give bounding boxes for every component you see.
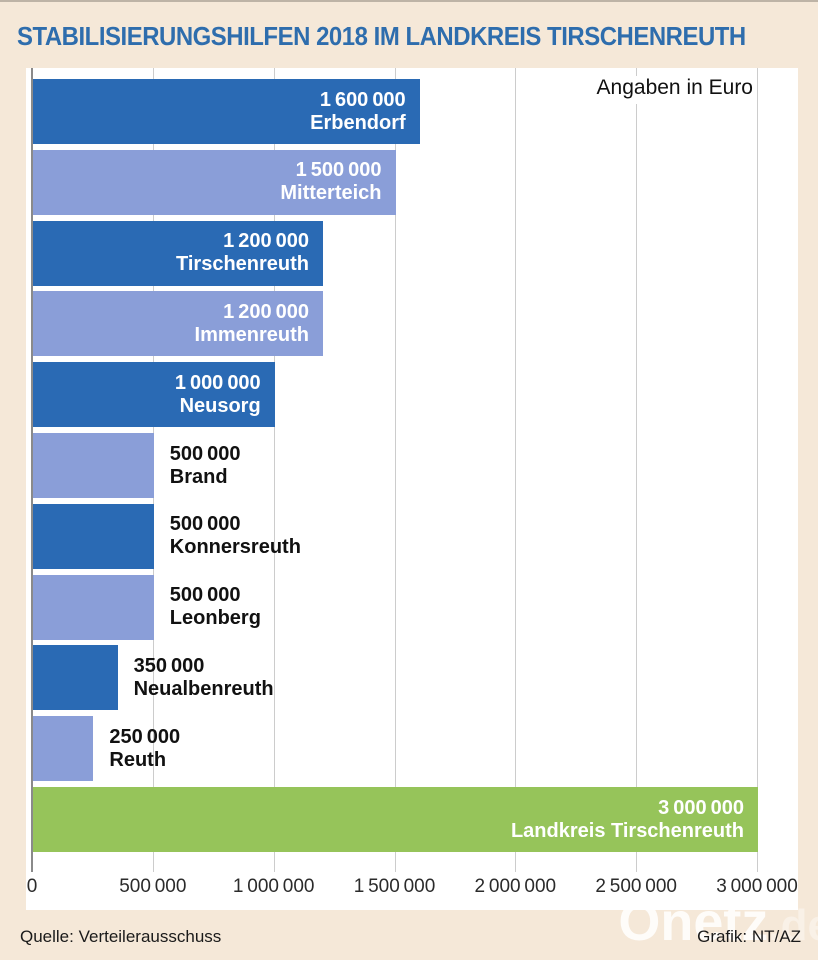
y-axis-line [31,68,33,872]
watermark-text: Onetz [618,892,769,952]
gridline [757,68,758,872]
bar-label: 500 000 Brand [170,433,241,498]
bar-label: 500 000 Konnersreuth [170,504,301,569]
graphic-credit: Grafik: NT/AZ [697,927,801,946]
gridline [273,68,275,872]
bar-label: 1 200 000 Tirschenreuth [33,230,323,276]
watermark-suffix: .de [768,901,818,950]
bar-category: Erbendorf [310,111,406,134]
bar-label: 1 600 000 Erbendorf [33,89,420,135]
bar-category: Leonberg [169,607,261,630]
bar-label: 350 000 Neualbenreuth [134,645,274,710]
bar-category: Konnersreuth [169,536,301,559]
bar-value: 1 200 000 [223,230,309,253]
chart-panel: Angaben in Euro 0 500 000 1 000 000 1 500 0… [26,68,798,910]
gridline [515,68,517,872]
source-credit: Quelle: Verteilerausschuss [20,927,222,946]
onetz-watermark: Onetz.de [618,891,818,953]
x-tick-label: 1 500 000 [353,876,436,897]
bar-category: Landkreis Tirschenreuth [510,819,744,842]
bar-value: 500 000 [169,513,241,536]
x-tick-label: 500 000 [119,876,187,897]
page-title: STABILISIERUNGSHILFEN 2018 IM LANDKREIS … [17,21,746,51]
bar-value: 350 000 [133,654,205,677]
bar-label: 1 000 000 Neusorg [33,372,275,418]
bar-value: 3 000 000 [658,796,744,819]
bar-category: Tirschenreuth [176,253,309,276]
bar-label: 1 200 000 Immenreuth [33,301,323,347]
bar-category: Immenreuth [194,323,309,346]
bar-value: 500 000 [169,442,241,465]
bar-value: 1 600 000 [319,88,406,111]
bar-label: 250 000 Reuth [109,716,180,781]
chart-note: Angaben in Euro [588,76,757,104]
x-tick-label: 3 000 000 [716,876,798,897]
bar-value: 1 500 000 [295,159,382,182]
bar-value: 1 000 000 [174,371,261,394]
x-tick-label: 2 000 000 [474,876,557,897]
x-tick-label: 2 500 000 [595,876,677,897]
bar-leonberg [33,574,154,640]
gridline [636,68,638,872]
x-tick-label: 0 [26,876,38,897]
bar-immenreuth: 1 200 000 Immenreuth [33,291,323,357]
bar-label: 3 000 000 Landkreis Tirschenreuth [33,797,758,843]
bar-landkreis-tirschenreuth: 3 000 000 Landkreis Tirschenreuth [33,787,758,852]
bar-category: Brand [169,465,228,488]
bar-erbendorf: 1 600 000 Erbendorf [33,79,420,144]
bar-neusorg: 1 000 000 Neusorg [33,362,275,428]
bar-category: Neualbenreuth [133,677,274,700]
bar-value: 1 200 000 [223,300,309,323]
gridline [394,68,396,872]
bar-neualbenreuth [33,645,118,711]
bar-category: Neusorg [179,394,261,417]
bar-category: Reuth [109,748,167,771]
bar-tirschenreuth: 1 200 000 Tirschenreuth [33,220,323,286]
bar-label: 500 000 Leonberg [170,575,261,640]
bar-konnersreuth [33,503,154,569]
bar-brand [33,433,154,498]
bar-mitterteich: 1 500 000 Mitterteich [33,149,396,215]
bar-label: 1 500 000 Mitterteich [33,159,396,205]
bar-value: 500 000 [169,584,241,607]
bar-category: Mitterteich [280,182,382,205]
x-tick-label: 1 000 000 [232,876,315,897]
bar-reuth [33,716,94,782]
bar-value: 250 000 [109,725,181,748]
